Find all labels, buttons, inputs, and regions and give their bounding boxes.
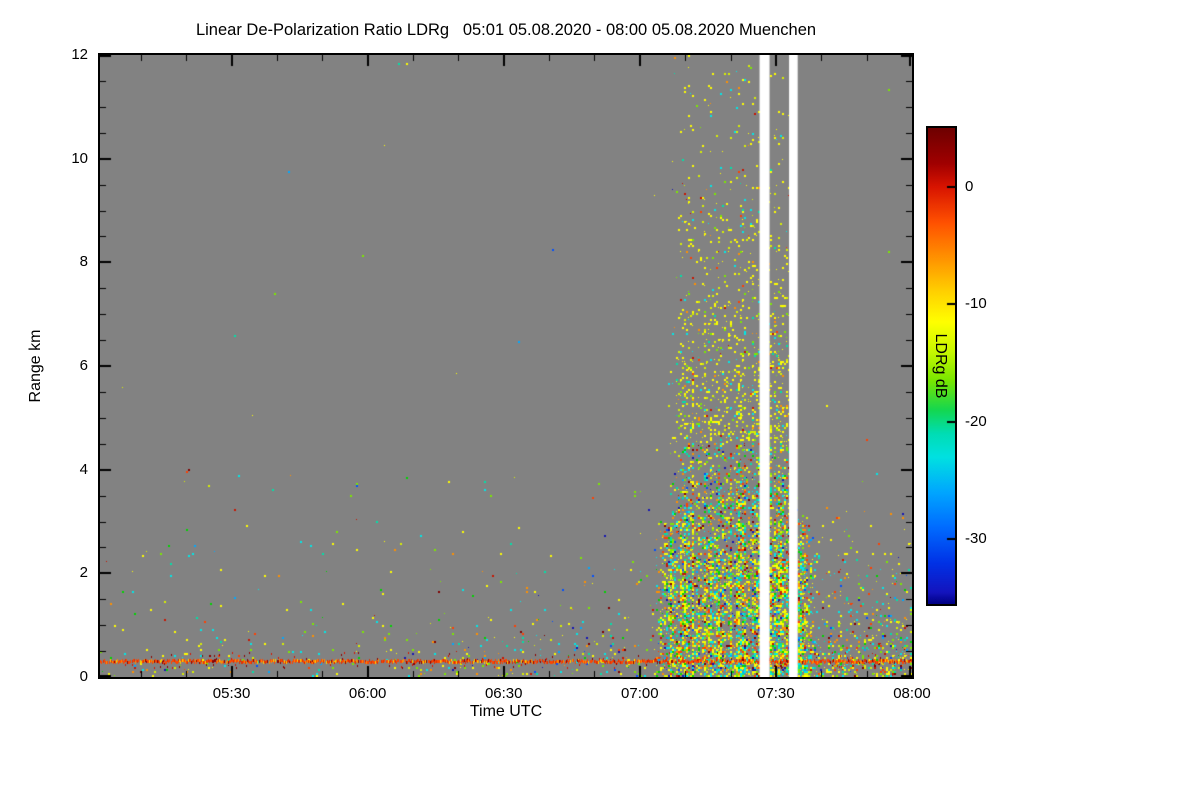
x-tick-label: 07:00 (621, 685, 659, 702)
x-tick-label: 07:30 (757, 685, 795, 702)
x-tick-label: 06:30 (484, 685, 523, 702)
chart-title: Linear De-Polarization Ratio LDRg 05:01 … (195, 21, 817, 39)
colorbar-tick-label: -30 (965, 530, 987, 548)
y-tick-label: 2 (79, 564, 88, 582)
x-tick-label: 05:30 (212, 685, 251, 702)
y-tick-label: 12 (71, 46, 88, 63)
x-axis-label: Time UTC (469, 703, 543, 720)
y-tick-label: 4 (79, 460, 88, 478)
y-tick-label: 10 (71, 149, 88, 167)
y-tick-label: 8 (79, 253, 88, 271)
x-tick-label: 08:00 (893, 685, 931, 702)
x-tick-label: 06:00 (348, 685, 387, 702)
y-axis-label: Range km (27, 329, 44, 403)
colorbar-tick-label: 0 (965, 177, 974, 195)
colorbar (926, 126, 957, 606)
heatmap-canvas (98, 53, 914, 679)
colorbar-label: LDRg dB (932, 333, 949, 399)
y-tick-label: 0 (79, 668, 88, 685)
y-tick-label: 6 (79, 357, 88, 374)
colorbar-tick-label: -10 (965, 295, 987, 313)
colorbar-tick-label: -20 (965, 412, 987, 430)
